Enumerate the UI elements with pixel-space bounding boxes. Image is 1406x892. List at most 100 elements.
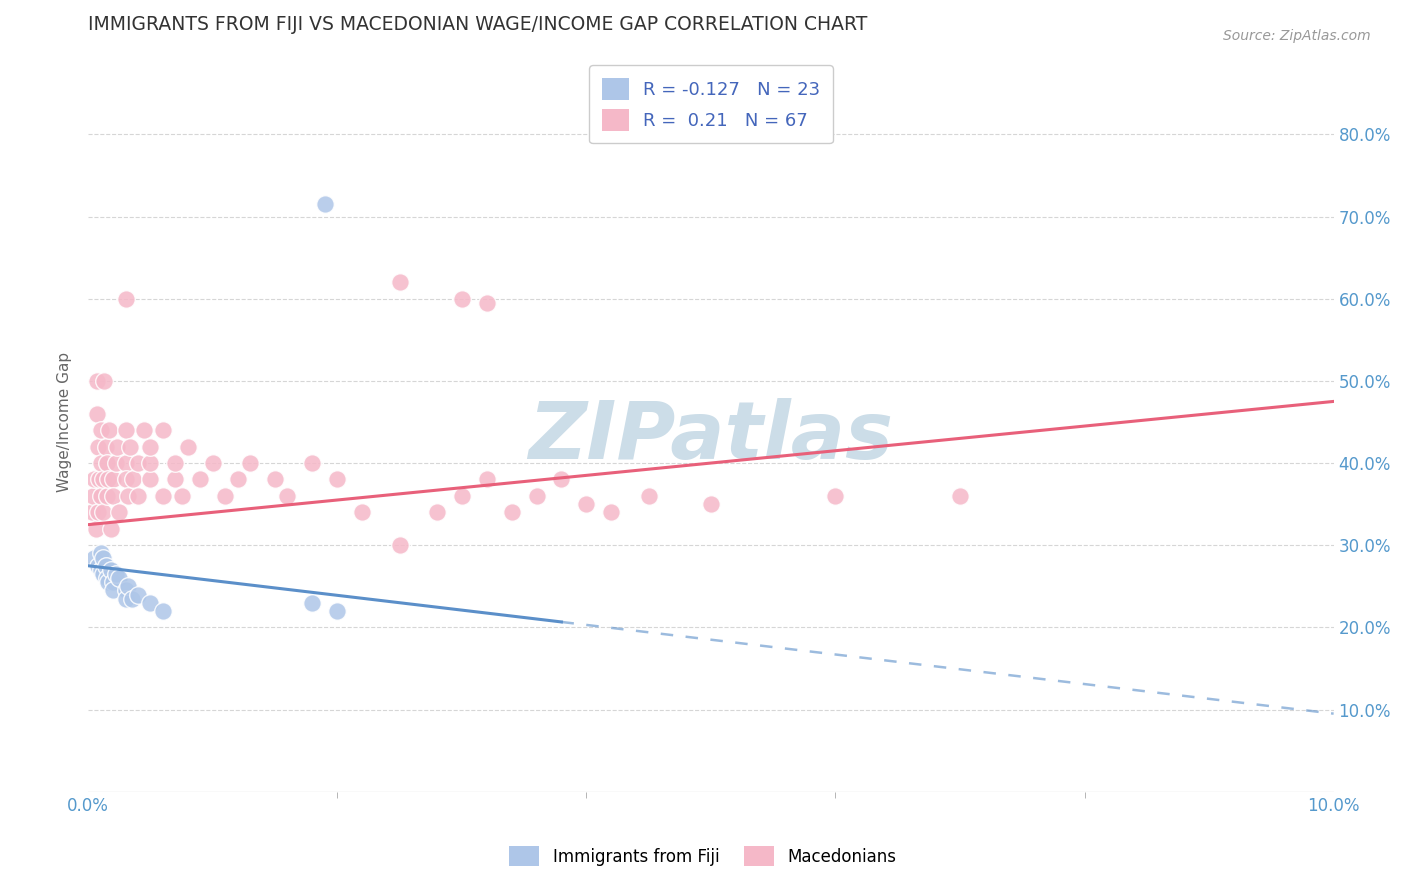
Point [134, 423, 156, 437]
Point [165, 473, 187, 487]
Point [96, 571, 118, 585]
Point [201, 456, 224, 470]
Point [89, 473, 111, 487]
Point [239, 456, 262, 470]
Point [90, 489, 112, 503]
Point [127, 489, 149, 503]
Point [301, 456, 323, 470]
Point [114, 583, 136, 598]
Point [86, 374, 108, 388]
Point [87, 440, 110, 454]
Point [152, 604, 174, 618]
Point [104, 456, 127, 470]
Y-axis label: Wage/Income Gap: Wage/Income Gap [58, 352, 72, 492]
Point [94, 558, 117, 573]
Point [388, 538, 411, 552]
Point [314, 197, 336, 211]
Point [117, 489, 139, 503]
Point [526, 489, 548, 503]
Point [114, 473, 136, 487]
Point [87, 558, 110, 573]
Point [108, 505, 131, 519]
Point [352, 505, 374, 519]
Point [949, 489, 972, 503]
Point [824, 489, 846, 503]
Point [121, 591, 143, 606]
Point [226, 473, 249, 487]
Point [100, 563, 122, 577]
Text: IMMIGRANTS FROM FIJI VS MACEDONIAN WAGE/INCOME GAP CORRELATION CHART: IMMIGRANTS FROM FIJI VS MACEDONIAN WAGE/… [89, 15, 868, 34]
Point [127, 456, 149, 470]
Point [450, 489, 472, 503]
Point [84, 522, 107, 536]
Point [80, 505, 103, 519]
Point [101, 489, 124, 503]
Point [637, 489, 659, 503]
Point [83, 550, 105, 565]
Text: ZIPatlas: ZIPatlas [529, 398, 893, 475]
Point [101, 473, 124, 487]
Point [139, 456, 162, 470]
Point [114, 423, 136, 437]
Point [114, 591, 136, 606]
Point [90, 456, 112, 470]
Point [114, 292, 136, 306]
Point [326, 604, 349, 618]
Point [100, 522, 122, 536]
Point [165, 456, 187, 470]
Point [501, 505, 523, 519]
Point [301, 596, 323, 610]
Point [188, 473, 211, 487]
Point [575, 497, 598, 511]
Point [101, 583, 124, 598]
Point [152, 489, 174, 503]
Text: Source: ZipAtlas.com: Source: ZipAtlas.com [1223, 29, 1371, 44]
Point [94, 440, 117, 454]
Point [426, 505, 449, 519]
Point [139, 473, 162, 487]
Point [91, 505, 114, 519]
Point [700, 497, 723, 511]
Point [276, 489, 298, 503]
Point [264, 473, 287, 487]
Point [83, 473, 105, 487]
Point [96, 489, 118, 503]
Point [450, 292, 472, 306]
Legend: Immigrants from Fiji, Macedonians: Immigrants from Fiji, Macedonians [503, 839, 903, 873]
Point [326, 473, 349, 487]
Point [101, 575, 124, 590]
Point [86, 407, 108, 421]
Point [97, 473, 120, 487]
Point [97, 575, 120, 590]
Point [475, 473, 498, 487]
Point [91, 566, 114, 581]
Point [475, 295, 498, 310]
Point [170, 489, 193, 503]
Point [91, 473, 114, 487]
Point [91, 550, 114, 565]
Point [152, 423, 174, 437]
Point [122, 473, 145, 487]
Legend: R = -0.127   N = 23, R =  0.21   N = 67: R = -0.127 N = 23, R = 0.21 N = 67 [589, 65, 832, 144]
Point [139, 596, 162, 610]
Point [117, 579, 139, 593]
Point [90, 423, 112, 437]
Point [139, 440, 162, 454]
Point [98, 423, 121, 437]
Point [93, 374, 115, 388]
Point [177, 440, 200, 454]
Point [550, 473, 572, 487]
Point [90, 546, 112, 560]
Point [105, 440, 128, 454]
Point [104, 566, 127, 581]
Point [87, 505, 110, 519]
Point [108, 571, 131, 585]
Point [90, 563, 112, 577]
Point [96, 456, 118, 470]
Point [82, 489, 104, 503]
Point [214, 489, 236, 503]
Point [600, 505, 623, 519]
Point [127, 587, 149, 601]
Point [388, 275, 411, 289]
Point [120, 440, 142, 454]
